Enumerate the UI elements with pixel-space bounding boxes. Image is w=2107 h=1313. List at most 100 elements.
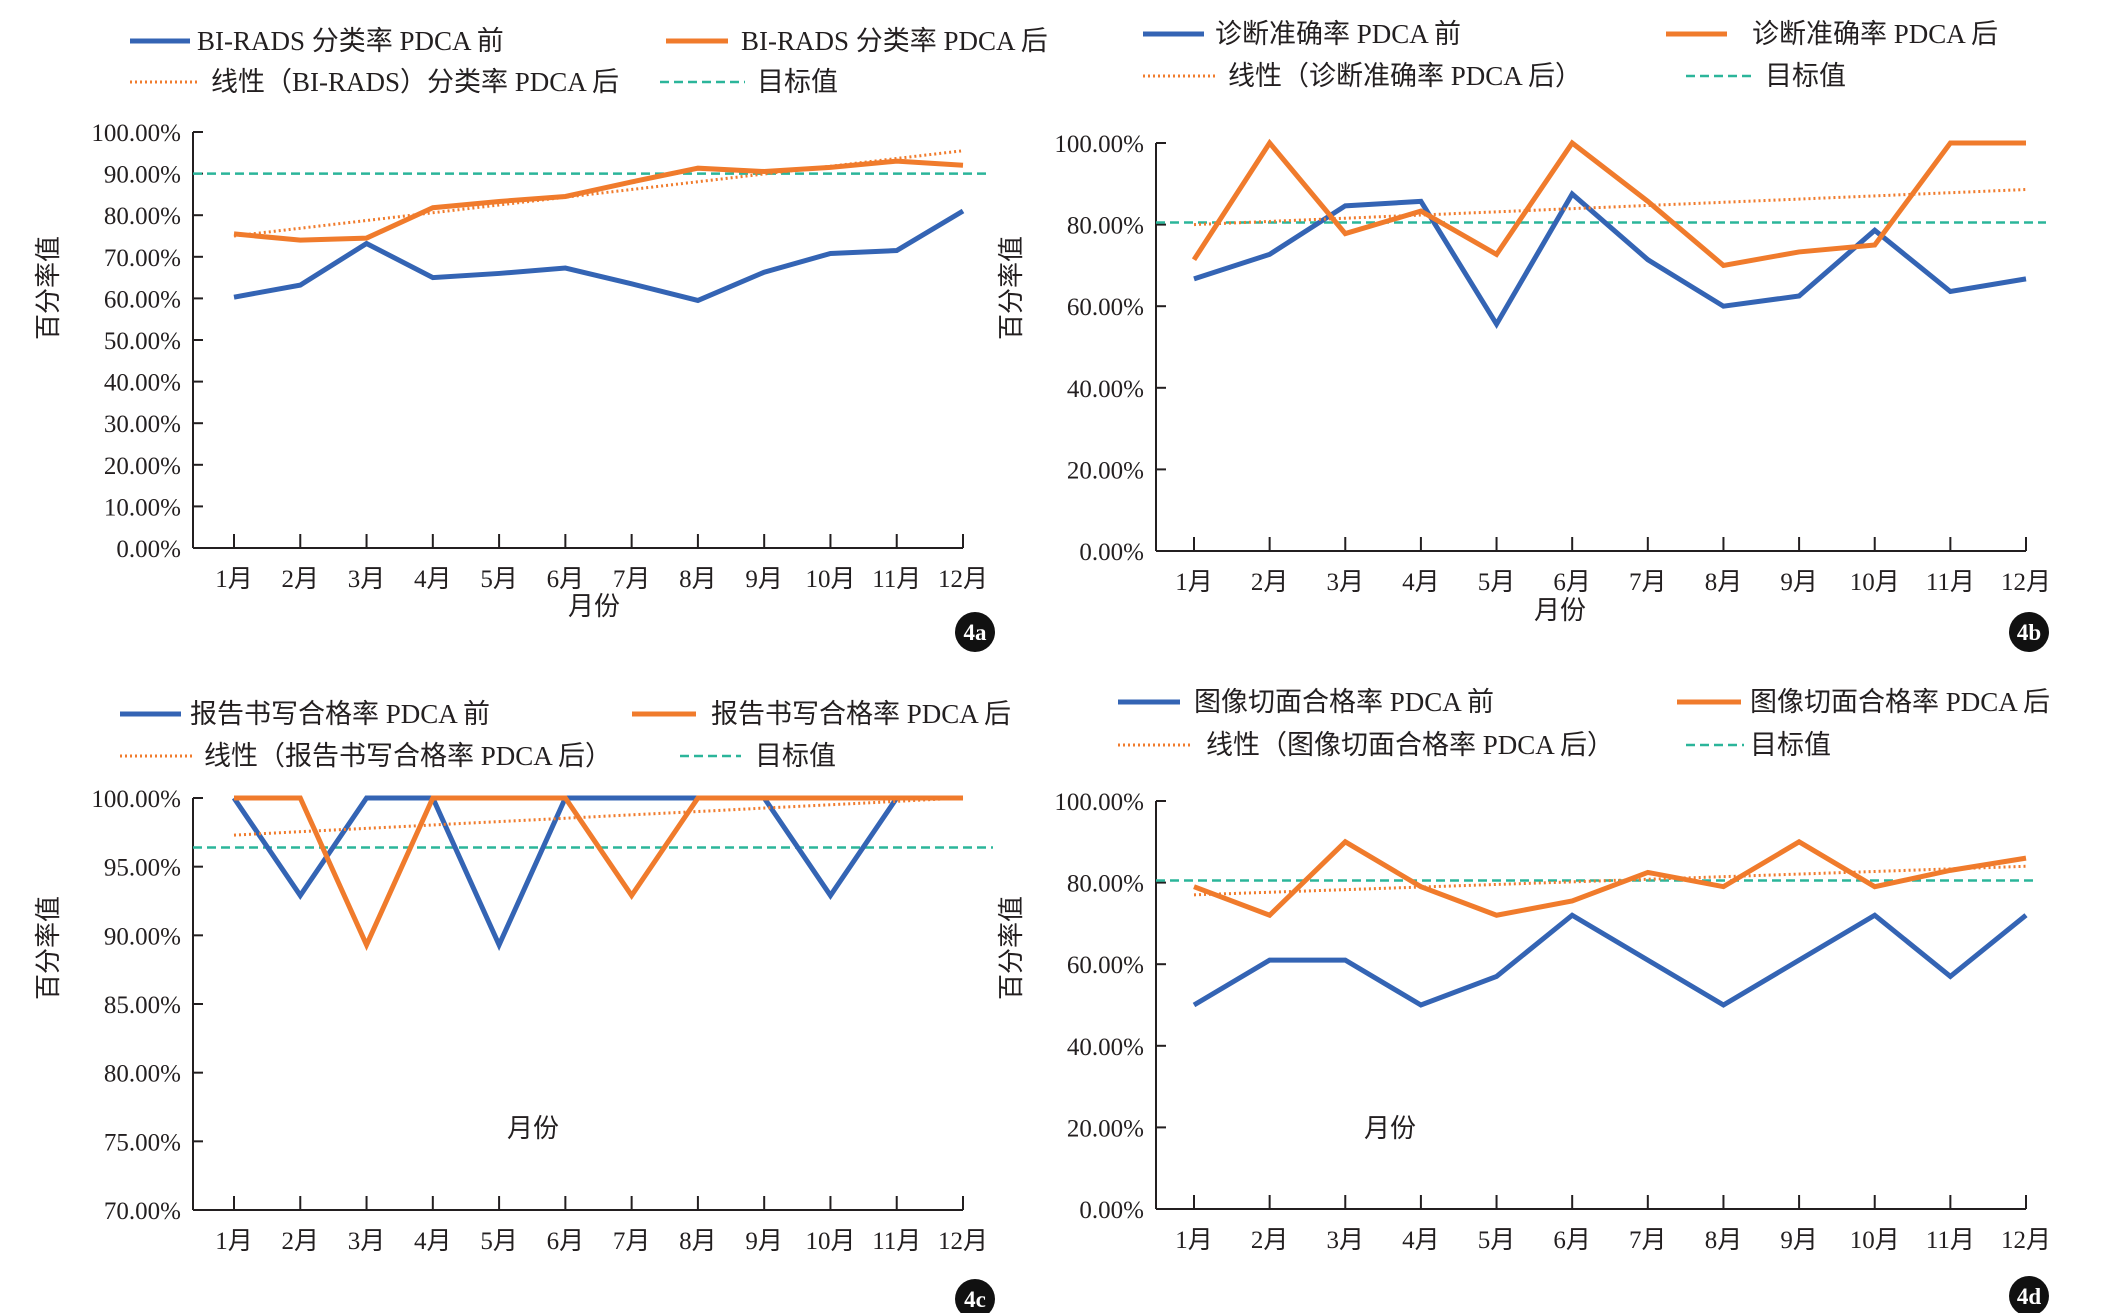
legend-before: 图像切面合格率 PDCA 前 xyxy=(1118,687,1494,717)
x-tick-label: 1月 xyxy=(1175,1227,1213,1254)
x-tick-label: 2月 xyxy=(282,566,320,593)
x-tick-label: 5月 xyxy=(480,566,518,593)
badge-label: 4b xyxy=(2017,620,2041,645)
y-tick-label: 10.00% xyxy=(104,494,181,521)
y-tick-label: 100.00% xyxy=(91,120,181,147)
series-line-before xyxy=(1193,190,2027,330)
x-tick-label: 12月 xyxy=(938,1228,988,1255)
x-tick-label: 7月 xyxy=(1629,1227,1667,1254)
legend-label: 目标值 xyxy=(755,741,836,771)
legend-target: 目标值 xyxy=(660,67,838,97)
chart-4b: 0.00% 20.00% 40.00% 60.00% 80.00% 100.00% 1月 2月… xyxy=(997,19,2051,652)
x-tick-label: 12月 xyxy=(2001,569,2051,596)
x-tick-label: 8月 xyxy=(679,1228,717,1255)
y-tick-label: 0.00% xyxy=(1079,1197,1144,1224)
x-tick-label: 6月 xyxy=(547,1228,585,1255)
y-tick-label: 60.00% xyxy=(1067,952,1144,979)
x-tick-label: 11月 xyxy=(872,1228,921,1255)
x-tick-label: 10月 xyxy=(805,566,855,593)
series-line-before xyxy=(233,208,965,304)
x-tick-label: 3月 xyxy=(348,1228,386,1255)
x-axis-label: 月份 xyxy=(507,1114,559,1143)
x-tick-label: 6月 xyxy=(1553,569,1591,596)
y-tick-label: 0.00% xyxy=(116,536,181,563)
y-tick-label: 85.00% xyxy=(104,992,181,1019)
series-line-before xyxy=(1192,912,2028,1008)
y-tick-label: 80.00% xyxy=(1067,213,1144,240)
x-tick-label: 11月 xyxy=(872,566,921,593)
series-line-before xyxy=(231,795,963,952)
legend-label: 报告书写合格率 PDCA 后 xyxy=(711,699,1011,729)
legend-label: 目标值 xyxy=(1750,730,1831,760)
trend-line xyxy=(1193,188,2027,227)
chart-4d: 0.00% 20.00% 40.00% 60.00% 80.00% 100.00% 1月 2月… xyxy=(997,687,2051,1313)
trend-line xyxy=(1193,864,2027,897)
y-tick-label: 40.00% xyxy=(104,370,181,397)
y-tick-label: 90.00% xyxy=(104,162,181,189)
legend-after: BI-RADS 分类率 PDCA 后 xyxy=(666,26,1048,56)
legend-label: 报告书写合格率 PDCA 前 xyxy=(190,699,490,729)
x-axis-label: 月份 xyxy=(1534,596,1586,625)
legend-label: 线性（诊断准确率 PDCA 后） xyxy=(1228,61,1582,91)
x-tick-label: 8月 xyxy=(1705,569,1743,596)
x-tick-label: 9月 xyxy=(745,566,783,593)
y-tick-label: 0.00% xyxy=(1079,539,1144,566)
x-tick-label: 10月 xyxy=(805,1228,855,1255)
trend-line xyxy=(233,149,964,238)
legend-label: 线性（报告书写合格率 PDCA 后） xyxy=(204,741,612,771)
legend-after: 报告书写合格率 PDCA 后 xyxy=(632,699,1011,729)
x-tick-label: 12月 xyxy=(2001,1227,2051,1254)
badge-label: 4d xyxy=(2017,1284,2042,1309)
x-tick-label: 9月 xyxy=(1780,1227,1818,1254)
x-tick-label: 7月 xyxy=(613,566,651,593)
legend-label: 线性（图像切面合格率 PDCA 后） xyxy=(1206,730,1614,760)
legend-target: 目标值 xyxy=(1686,730,1831,760)
y-tick-label: 60.00% xyxy=(104,286,181,313)
legend-trend: 线性（报告书写合格率 PDCA 后） xyxy=(120,741,612,771)
badge-circle xyxy=(2009,612,2049,652)
y-tick-label: 95.00% xyxy=(104,855,181,882)
x-tick-label: 4月 xyxy=(414,566,452,593)
legend-label: BI-RADS 分类率 PDCA 后 xyxy=(741,26,1048,56)
y-axis-label: 百分率值 xyxy=(34,896,63,1000)
chart-4a: 0.00% 10.00% 20.00% 30.00% 40.00% 50.00% 60.00… xyxy=(34,26,1048,652)
panel-badge: 4a xyxy=(955,612,995,652)
legend-after: 图像切面合格率 PDCA 后 xyxy=(1677,687,2050,717)
x-tick-label: 5月 xyxy=(480,1228,518,1255)
badge-label: 4a xyxy=(964,620,988,645)
y-tick-label: 75.00% xyxy=(104,1129,181,1156)
x-tick-label: 5月 xyxy=(1478,1227,1516,1254)
x-tick-label: 2月 xyxy=(1251,569,1289,596)
legend-label: 线性（BI-RADS）分类率 PDCA 后 xyxy=(211,67,619,97)
y-tick-label: 20.00% xyxy=(1067,1115,1144,1142)
panel-badge: 4d xyxy=(2009,1276,2049,1313)
legend-label: BI-RADS 分类率 PDCA 前 xyxy=(197,26,504,56)
legend-before: BI-RADS 分类率 PDCA 前 xyxy=(130,26,504,56)
x-tick-label: 9月 xyxy=(1780,569,1818,596)
x-tick-label: 5月 xyxy=(1478,569,1516,596)
x-tick-label: 11月 xyxy=(1926,569,1975,596)
badge-circle xyxy=(955,612,995,652)
series-line-after xyxy=(1191,138,2026,269)
legend-target: 目标值 xyxy=(1686,61,1846,91)
y-tick-label: 20.00% xyxy=(1067,457,1144,484)
y-tick-label: 60.00% xyxy=(1067,294,1144,321)
y-axis-label: 百分率值 xyxy=(997,236,1026,340)
y-tick-label: 50.00% xyxy=(104,328,181,355)
y-axis-label: 百分率值 xyxy=(34,236,63,340)
panel-badge: 4b xyxy=(2009,612,2049,652)
y-tick-label: 100.00% xyxy=(91,786,181,813)
panel-badge: 4c xyxy=(955,1279,995,1313)
x-tick-label: 3月 xyxy=(1327,569,1365,596)
legend-trend: 线性（BI-RADS）分类率 PDCA 后 xyxy=(130,67,619,97)
legend-trend: 线性（图像切面合格率 PDCA 后） xyxy=(1118,730,1614,760)
y-tick-label: 20.00% xyxy=(104,453,181,480)
trend-line xyxy=(233,796,964,837)
legend-before: 报告书写合格率 PDCA 前 xyxy=(120,699,490,729)
x-tick-label: 7月 xyxy=(613,1228,651,1255)
legend-label: 目标值 xyxy=(757,67,838,97)
x-tick-label: 9月 xyxy=(745,1228,783,1255)
x-axis-label: 月份 xyxy=(1364,1114,1416,1143)
y-tick-label: 70.00% xyxy=(104,245,181,272)
legend-after: 诊断准确率 PDCA 后 xyxy=(1666,19,1998,49)
